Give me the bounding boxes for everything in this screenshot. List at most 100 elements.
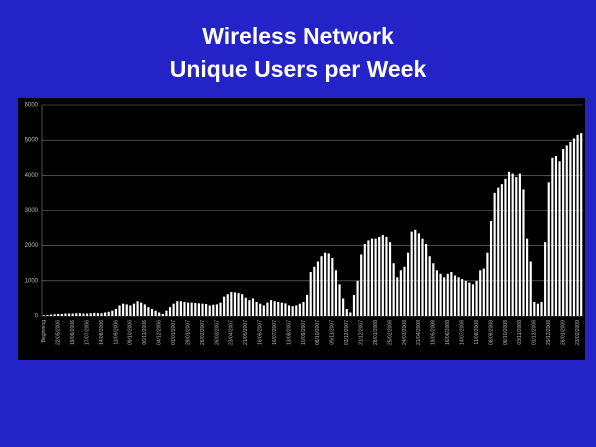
bar [244, 297, 247, 316]
bar [111, 310, 114, 316]
bar [219, 302, 222, 316]
x-tick-label: 09/10/2006 [128, 320, 134, 345]
bar [544, 242, 547, 316]
bar [287, 305, 291, 316]
bar [215, 304, 219, 316]
bar [255, 301, 258, 316]
bar [331, 257, 334, 316]
bar [551, 157, 554, 316]
bar [269, 300, 273, 316]
bar [399, 270, 402, 316]
bar [576, 134, 579, 316]
x-tick-label: 25/02/2008 [387, 320, 393, 345]
x-tick-label: 01/01/2007 [171, 320, 177, 345]
bar [450, 272, 453, 316]
bar [208, 305, 211, 316]
bar [378, 236, 381, 316]
bar [500, 184, 503, 316]
y-tick-label: 4000 [25, 173, 39, 179]
bar [320, 256, 323, 316]
bar [313, 266, 316, 316]
bar [71, 313, 74, 316]
bar [507, 171, 511, 316]
bar [439, 273, 442, 316]
x-tick-label: 26/03/2007 [214, 320, 220, 345]
bar [295, 305, 298, 316]
bar [306, 294, 309, 316]
x-tick-label: 19/06/2006 [70, 320, 76, 345]
bar [49, 314, 53, 316]
bar [266, 302, 269, 316]
bar [201, 303, 204, 316]
bar [197, 303, 200, 316]
bar [89, 313, 92, 316]
bar [536, 303, 539, 316]
x-tick-label: 24/03/2008 [402, 320, 408, 345]
x-tick-label: 06/11/2006 [142, 320, 148, 345]
bar [259, 303, 262, 316]
bar [205, 304, 208, 316]
bar [403, 266, 406, 316]
bar [93, 312, 96, 316]
bar [489, 221, 493, 316]
bar [572, 138, 576, 316]
bar [443, 277, 446, 316]
bar [410, 231, 413, 316]
chart-title: Wireless Network [202, 23, 394, 49]
x-tick-label: 23/02/2009 [575, 320, 581, 345]
x-tick-label: 03/12/2007 [344, 320, 350, 345]
bar [57, 313, 60, 316]
bar [432, 263, 435, 316]
bar [223, 296, 226, 316]
bar [161, 313, 164, 316]
y-tick-label: 5000 [25, 138, 39, 144]
bar [316, 261, 319, 316]
bar [129, 305, 132, 316]
bar [262, 305, 265, 316]
bar [522, 189, 525, 316]
bar [67, 313, 71, 316]
chart-subtitle: Unique Users per Week [170, 56, 427, 82]
x-tick-label: Beginning [41, 320, 47, 342]
bar [446, 273, 449, 316]
x-tick-label: 18/06/2007 [258, 320, 264, 345]
x-tick-label: 29/12/2008 [546, 320, 552, 345]
bar [414, 229, 417, 316]
bar [515, 177, 518, 316]
x-tick-label: 28/01/2008 [373, 320, 379, 345]
x-tick-label: 11/08/2008 [474, 320, 480, 345]
bar [421, 238, 424, 316]
bar [140, 302, 143, 316]
bar [241, 294, 244, 316]
bar [338, 284, 341, 316]
bar [479, 270, 482, 316]
bar [273, 301, 276, 316]
bar [385, 236, 388, 316]
bar [468, 282, 471, 316]
bar [284, 303, 287, 316]
bar [565, 145, 568, 316]
bar [486, 252, 489, 316]
bar [580, 133, 583, 316]
bar [143, 304, 146, 316]
bar [248, 300, 251, 316]
bar [186, 302, 190, 316]
bar [147, 307, 150, 316]
bar [154, 310, 157, 316]
bar [309, 272, 312, 316]
bar [176, 301, 179, 316]
x-tick-label: 26/01/2009 [560, 320, 566, 345]
bar [172, 303, 175, 316]
bar [370, 238, 374, 316]
x-tick-label: 05/11/2007 [330, 320, 336, 345]
bar [60, 313, 63, 316]
bar [453, 275, 457, 316]
bar [425, 243, 428, 316]
bar [360, 254, 363, 316]
bar [334, 270, 338, 316]
bar [374, 238, 377, 316]
y-tick-label: 1000 [25, 278, 39, 284]
bar [107, 311, 110, 316]
y-tick-label: 3000 [25, 208, 39, 214]
